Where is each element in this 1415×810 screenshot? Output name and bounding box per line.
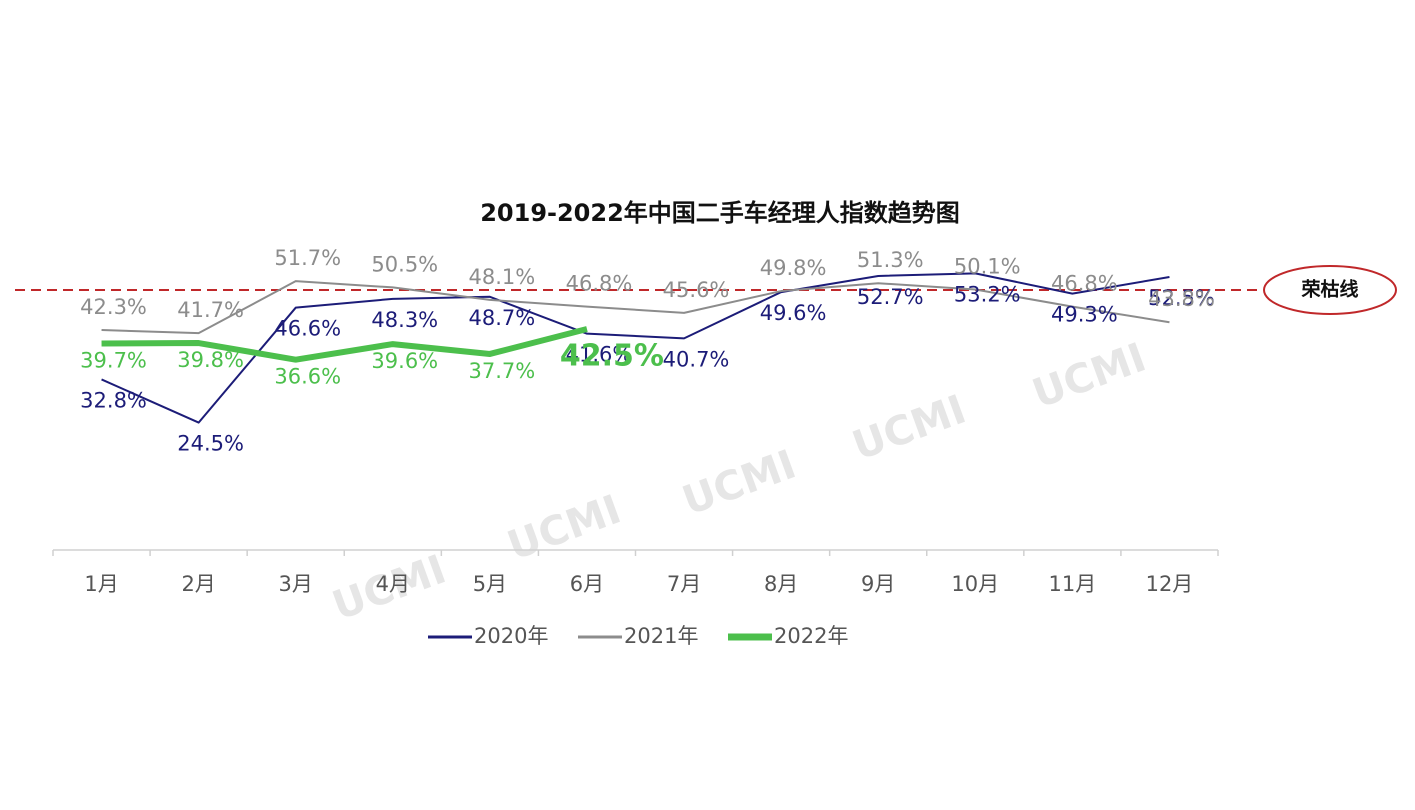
x-tick-label: 7月: [667, 572, 701, 596]
series-line: [101, 280, 1170, 335]
data-label: 52.5%: [1148, 286, 1215, 310]
data-label: 49.8%: [760, 256, 827, 280]
x-tick-label: 5月: [473, 572, 507, 596]
legend-label: 2021年: [624, 624, 698, 648]
data-label: 24.5%: [177, 432, 244, 456]
data-label: 41.6%: [566, 343, 633, 367]
x-tick-label: 1月: [84, 572, 118, 596]
data-label: 50.1%: [954, 254, 1021, 278]
data-label: 48.1%: [469, 265, 536, 289]
x-tick-label: 6月: [570, 572, 604, 596]
data-label: 45.6%: [663, 278, 730, 302]
data-label: 51.3%: [857, 248, 924, 272]
data-label: 40.7%: [663, 347, 730, 371]
x-tick-label: 8月: [764, 572, 798, 596]
x-tick-label: 12月: [1146, 572, 1194, 596]
watermark: UCMI: [847, 387, 972, 470]
data-label: 49.6%: [760, 301, 827, 325]
data-label: 42.3%: [80, 295, 147, 319]
data-label: 39.8%: [177, 348, 244, 372]
data-label: 46.8%: [1051, 272, 1118, 296]
data-label: 42.5%: [560, 339, 664, 374]
watermark: UCMI: [677, 442, 802, 525]
reference-label: 荣枯线: [1300, 278, 1358, 301]
data-label: 49.3%: [1051, 303, 1118, 327]
series-line: [101, 326, 588, 363]
data-label: 39.7%: [80, 349, 147, 373]
data-label: 41.7%: [177, 298, 244, 322]
legend-label: 2022年: [774, 624, 848, 648]
data-label: 39.6%: [371, 349, 438, 373]
x-tick-label: 10月: [951, 572, 999, 596]
watermark: UCMI: [502, 487, 627, 570]
data-label: 48.3%: [371, 308, 438, 332]
x-tick-label: 4月: [376, 572, 410, 596]
data-label: 46.6%: [274, 317, 341, 341]
x-tick-label: 11月: [1049, 572, 1097, 596]
data-label: 51.7%: [274, 246, 341, 270]
data-label: 32.8%: [80, 388, 147, 412]
data-label: 37.7%: [469, 359, 536, 383]
data-label: 50.5%: [371, 252, 438, 276]
x-tick-label: 2月: [181, 572, 215, 596]
data-label: 46.8%: [566, 272, 633, 296]
data-label: 43.8%: [1148, 287, 1215, 311]
series-line: [101, 272, 1170, 424]
data-label: 52.7%: [857, 285, 924, 309]
data-label: 53.2%: [954, 282, 1021, 306]
reference-badge: [1263, 265, 1397, 315]
legend-label: 2020年: [474, 624, 548, 648]
data-label: 36.6%: [274, 365, 341, 389]
chart-title: 2019-2022年中国二手车经理人指数趋势图: [480, 199, 960, 227]
x-tick-label: 3月: [279, 572, 313, 596]
data-label: 48.7%: [469, 306, 536, 330]
x-tick-label: 9月: [861, 572, 895, 596]
watermark: UCMI: [1027, 335, 1152, 418]
